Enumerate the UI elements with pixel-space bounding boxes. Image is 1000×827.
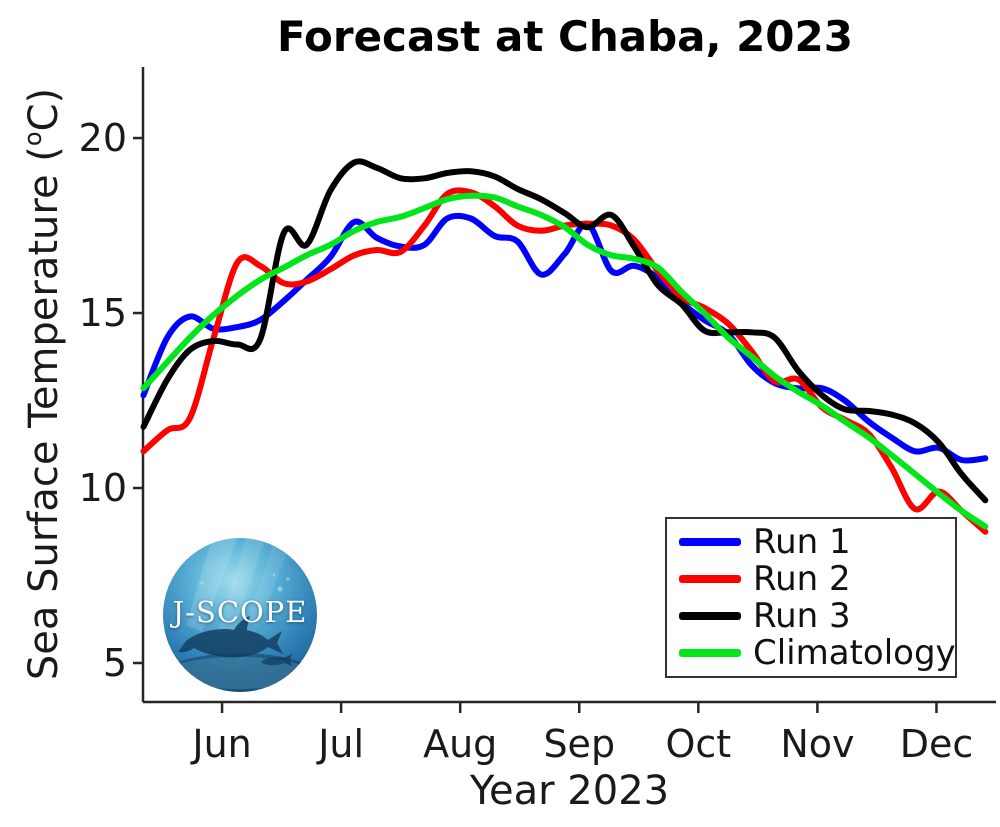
legend-item-climatology: Climatology [667, 632, 956, 673]
legend-item-run1: Run 1 [667, 524, 955, 560]
x-tick-label: Jun [190, 722, 251, 766]
x-tick-label: Aug [423, 722, 497, 766]
climatology-line-sample [679, 648, 741, 657]
logo-circle [163, 538, 317, 692]
jscope-logo: J-SCOPE [162, 537, 318, 693]
run1-line-sample [679, 538, 741, 547]
jscope-logo-text: J-SCOPE [172, 595, 308, 629]
curve-climatology [140, 192, 989, 530]
y-axis-label-main: Sea Surface Temperature ( [21, 146, 67, 681]
y-axis-label: Sea Surface Temperature (oC) [19, 34, 71, 734]
light-ray [246, 538, 294, 627]
legend-label-climatology: Climatology [753, 632, 956, 673]
x-tick-label: Sep [543, 722, 615, 766]
x-tick-label: Oct [665, 722, 731, 766]
bubble [200, 581, 204, 585]
bubble [286, 577, 290, 581]
curve-run1 [140, 212, 989, 464]
data-curves [140, 158, 989, 535]
curve-run2 [140, 187, 989, 535]
y-tick-label: 20 [79, 116, 127, 160]
y-axis-label-superscript: o [19, 131, 47, 147]
x-tick-label: Jul [316, 722, 364, 766]
run2-line-sample [679, 575, 741, 584]
axis-tick-labels: Jun Jul Aug Sep Oct Nov Dec 5 10 15 20 [79, 116, 974, 766]
small-fish-icon [261, 654, 292, 666]
legend-item-run2: Run 2 [667, 561, 955, 597]
legend: Run 1 Run 2 Run 3 Climatology [665, 517, 957, 678]
y-tick-label: 5 [103, 641, 127, 685]
x-axis-label: Year 2023 [469, 768, 670, 814]
axis-ticks [133, 136, 938, 713]
y-tick-label: 15 [79, 291, 127, 335]
page-title: Forecast at Chaba, 2023 [277, 12, 853, 61]
x-tick-label: Nov [780, 722, 854, 766]
bubble [277, 586, 283, 592]
fish-icon [178, 616, 283, 658]
jscope-logo-image [163, 538, 317, 692]
legend-label-run2: Run 2 [753, 559, 851, 600]
light-ray [218, 538, 268, 635]
bubble [272, 573, 276, 577]
legend-label-run3: Run 3 [753, 595, 851, 636]
run3-line-sample [679, 611, 741, 620]
light-ray [186, 538, 240, 632]
y-tick-label: 10 [79, 466, 127, 510]
curve-run3 [140, 158, 989, 504]
x-tick-label: Dec [900, 722, 974, 766]
y-axis-label-end: C) [21, 87, 67, 132]
legend-item-run3: Run 3 [667, 598, 955, 634]
legend-label-run1: Run 1 [753, 522, 851, 563]
